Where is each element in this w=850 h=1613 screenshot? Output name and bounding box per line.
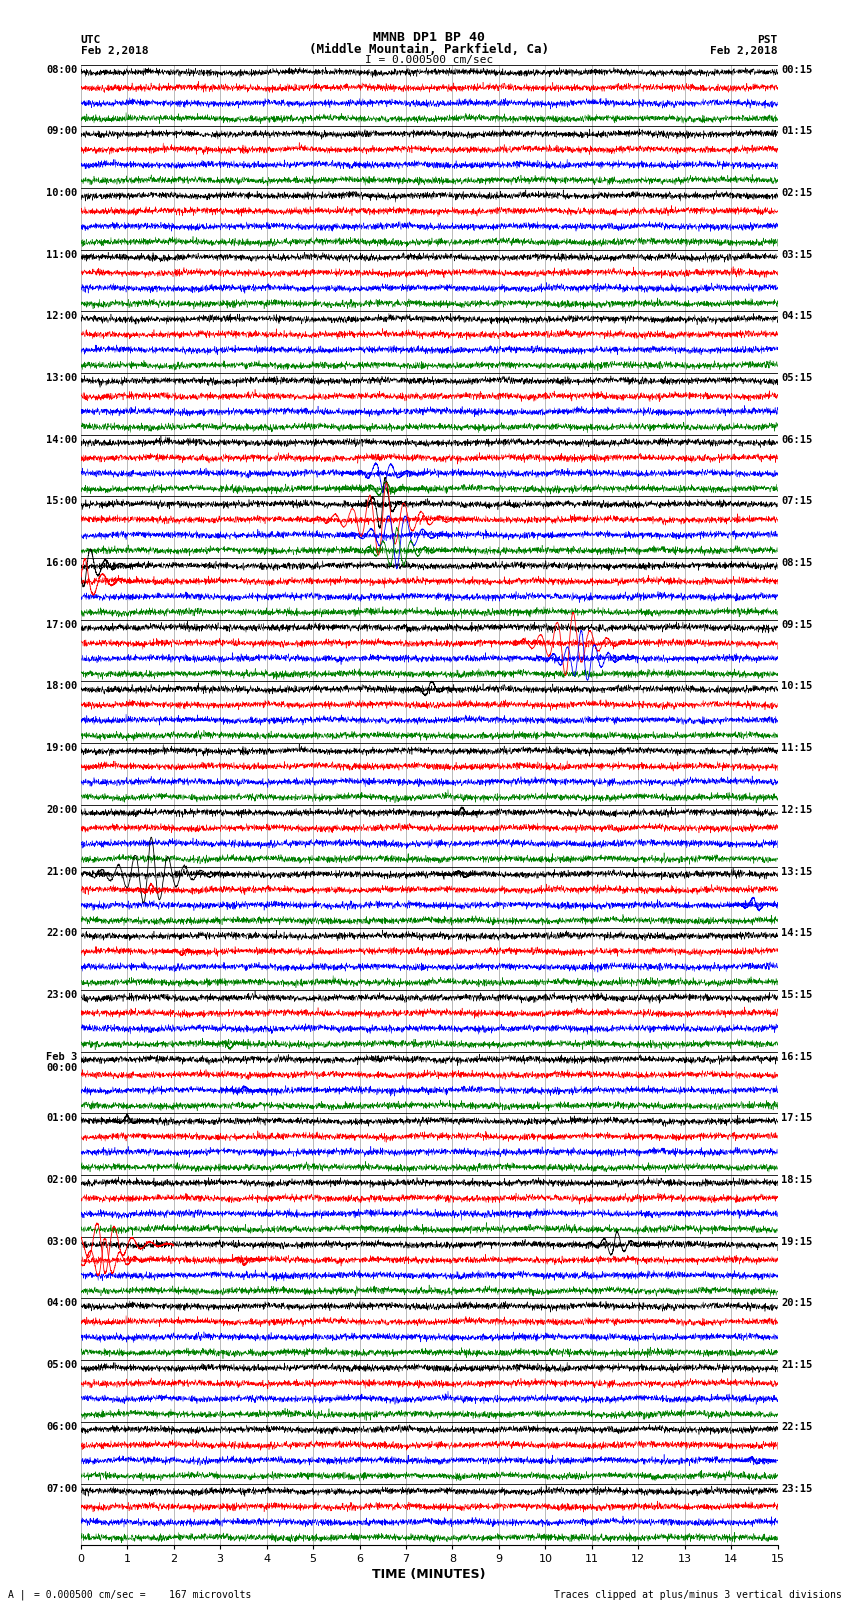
Text: 03:15: 03:15 [781, 250, 813, 260]
Text: 13:15: 13:15 [781, 866, 813, 876]
Text: MMNB DP1 BP 40: MMNB DP1 BP 40 [373, 31, 485, 44]
Text: 03:00: 03:00 [46, 1237, 77, 1247]
Text: 15:00: 15:00 [46, 497, 77, 506]
Text: 22:00: 22:00 [46, 929, 77, 939]
Text: 21:00: 21:00 [46, 866, 77, 876]
Text: Feb 3
00:00: Feb 3 00:00 [46, 1052, 77, 1073]
Text: 07:00: 07:00 [46, 1484, 77, 1494]
Text: 08:00: 08:00 [46, 65, 77, 74]
Text: 02:00: 02:00 [46, 1174, 77, 1186]
Text: 10:00: 10:00 [46, 189, 77, 198]
Text: 19:00: 19:00 [46, 744, 77, 753]
Text: 13:00: 13:00 [46, 373, 77, 382]
Text: 11:00: 11:00 [46, 250, 77, 260]
Text: Feb 2,2018: Feb 2,2018 [81, 47, 148, 56]
Text: 04:15: 04:15 [781, 311, 813, 321]
Text: 17:15: 17:15 [781, 1113, 813, 1123]
Text: 17:00: 17:00 [46, 619, 77, 629]
Text: 04:00: 04:00 [46, 1298, 77, 1308]
Text: 14:00: 14:00 [46, 436, 77, 445]
Text: A |: A | [8, 1589, 26, 1600]
Text: 10:15: 10:15 [781, 682, 813, 692]
Text: 09:00: 09:00 [46, 126, 77, 135]
Text: 23:00: 23:00 [46, 990, 77, 1000]
Text: 01:00: 01:00 [46, 1113, 77, 1123]
Text: 19:15: 19:15 [781, 1237, 813, 1247]
Text: Traces clipped at plus/minus 3 vertical divisions: Traces clipped at plus/minus 3 vertical … [553, 1590, 842, 1600]
Text: 12:15: 12:15 [781, 805, 813, 815]
Text: Feb 2,2018: Feb 2,2018 [711, 47, 778, 56]
Text: PST: PST [757, 35, 778, 45]
Text: 16:15: 16:15 [781, 1052, 813, 1061]
Text: 05:15: 05:15 [781, 373, 813, 382]
Text: 20:00: 20:00 [46, 805, 77, 815]
Text: UTC: UTC [81, 35, 101, 45]
Text: 09:15: 09:15 [781, 619, 813, 629]
Text: 20:15: 20:15 [781, 1298, 813, 1308]
Text: 22:15: 22:15 [781, 1423, 813, 1432]
Text: 02:15: 02:15 [781, 189, 813, 198]
Text: = 0.000500 cm/sec =    167 microvolts: = 0.000500 cm/sec = 167 microvolts [34, 1590, 252, 1600]
Text: 07:15: 07:15 [781, 497, 813, 506]
Text: (Middle Mountain, Parkfield, Ca): (Middle Mountain, Parkfield, Ca) [309, 42, 549, 56]
Text: 00:15: 00:15 [781, 65, 813, 74]
Text: 11:15: 11:15 [781, 744, 813, 753]
Text: 23:15: 23:15 [781, 1484, 813, 1494]
Text: I = 0.000500 cm/sec: I = 0.000500 cm/sec [366, 55, 493, 65]
Text: 21:15: 21:15 [781, 1360, 813, 1369]
Text: 18:15: 18:15 [781, 1174, 813, 1186]
Text: 06:15: 06:15 [781, 436, 813, 445]
Text: 01:15: 01:15 [781, 126, 813, 135]
X-axis label: TIME (MINUTES): TIME (MINUTES) [372, 1568, 486, 1581]
Text: 16:00: 16:00 [46, 558, 77, 568]
Text: 05:00: 05:00 [46, 1360, 77, 1369]
Text: 14:15: 14:15 [781, 929, 813, 939]
Text: 08:15: 08:15 [781, 558, 813, 568]
Text: 18:00: 18:00 [46, 682, 77, 692]
Text: 12:00: 12:00 [46, 311, 77, 321]
Text: 06:00: 06:00 [46, 1423, 77, 1432]
Text: 15:15: 15:15 [781, 990, 813, 1000]
